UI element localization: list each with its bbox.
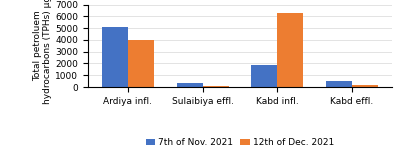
Bar: [203, 86, 229, 87]
Bar: [251, 65, 277, 87]
Y-axis label: Total petroluem
hydrocarbons (TPHs) μg/L: Total petroluem hydrocarbons (TPHs) μg/L: [33, 0, 52, 104]
Bar: [326, 81, 352, 87]
Bar: [277, 13, 304, 87]
Bar: [128, 40, 154, 87]
Bar: [102, 27, 128, 87]
Legend: 7th of Nov. 2021, 12th of Dec. 2021: 7th of Nov. 2021, 12th of Dec. 2021: [142, 134, 338, 150]
Bar: [352, 85, 378, 87]
Bar: [176, 83, 203, 87]
